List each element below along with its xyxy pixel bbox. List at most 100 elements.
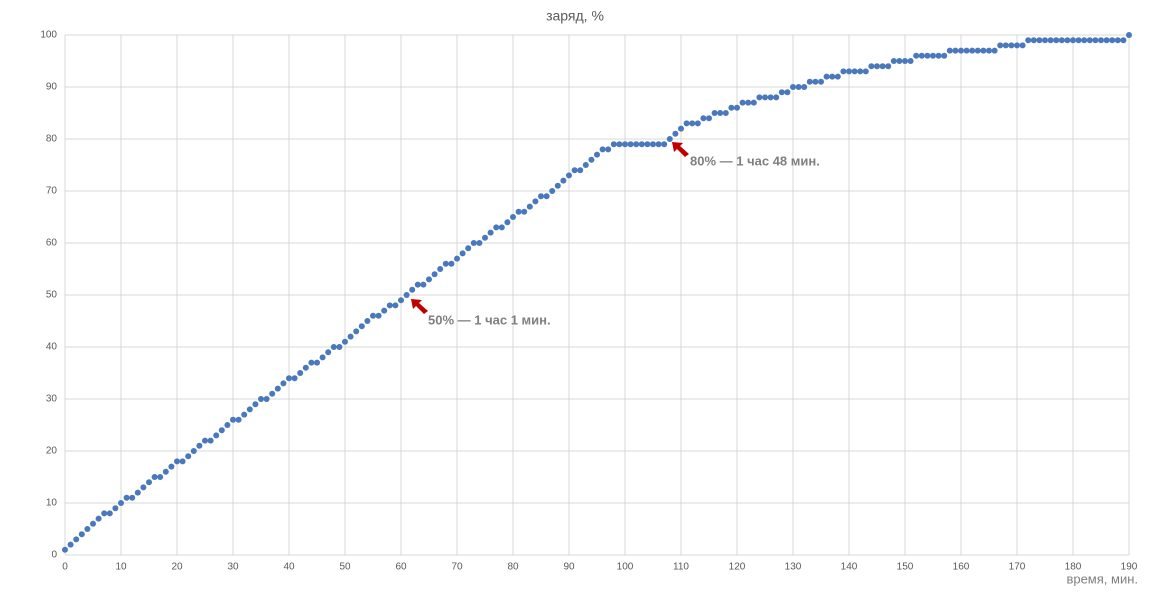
point [67,541,74,548]
y-tick-label: 60 [46,238,58,249]
point [722,110,729,116]
point [426,276,432,283]
point [890,58,897,64]
point [258,396,264,402]
point [711,110,718,116]
y-tick-label: 0 [51,550,57,561]
point [582,162,589,168]
point [549,188,556,194]
point [818,78,824,85]
point [179,458,186,465]
point [526,203,533,210]
arrow [411,299,428,314]
point [762,94,768,101]
point [773,94,780,101]
point [78,531,85,538]
point [123,494,130,501]
point [207,437,214,444]
point [1114,37,1121,44]
point [151,474,158,480]
point [106,510,113,517]
point [599,146,606,153]
point [874,63,880,70]
point [750,99,757,106]
x-tick-label: 90 [563,562,575,573]
point [930,52,936,59]
point [482,234,488,241]
point [689,120,696,127]
point [1075,37,1082,44]
point [566,172,572,179]
y-tick-label: 80 [46,134,58,145]
point [246,406,253,413]
point [1103,37,1110,44]
x-tick-label: 120 [729,562,746,573]
point [974,47,981,54]
x-tick-label: 50 [339,562,351,573]
point [330,344,337,350]
point [73,536,80,543]
point [812,78,819,85]
point [840,68,847,75]
y-tick-label: 40 [46,342,58,353]
point [157,474,164,480]
point [392,302,399,309]
point [134,489,141,496]
point [476,240,483,246]
point [470,240,477,246]
point [252,401,259,408]
point [986,47,992,54]
point [498,224,505,231]
point [577,167,584,174]
point [666,136,673,142]
point [728,104,735,111]
point [381,307,388,314]
y-tick-label: 30 [46,394,58,405]
point [224,422,231,428]
point [801,84,808,90]
point [1036,37,1043,44]
point [1098,37,1104,44]
point [118,500,124,506]
point [431,271,438,278]
point [185,453,192,460]
point [661,141,668,148]
point [196,442,203,449]
point [834,73,841,80]
point [308,359,315,366]
x-tick-label: 0 [62,562,68,573]
point [879,63,886,70]
point [913,52,920,59]
point [1109,37,1116,44]
point [1058,37,1065,44]
point [862,68,869,75]
point [678,125,684,132]
point [745,99,752,106]
x-tick-label: 30 [227,562,239,573]
x-tick-label: 80 [507,562,519,573]
annotation: 50% — 1 час 1 мин. [428,312,551,327]
point [454,255,460,262]
point [1014,42,1020,49]
point [174,458,180,465]
point [846,68,852,75]
point [84,526,91,532]
x-tick-label: 70 [451,562,463,573]
point [610,141,617,148]
point [1025,37,1032,44]
point [694,120,701,127]
point [644,141,651,148]
point [991,47,998,54]
point [616,141,623,148]
point [218,427,225,434]
point [358,323,365,330]
y-tick-label: 70 [46,186,58,197]
x-tick-label: 160 [953,562,970,573]
point [521,208,528,215]
x-axis-title: время, мин. [1066,571,1138,586]
point [868,63,875,70]
point [650,141,656,148]
point [1092,37,1099,44]
point [1081,37,1088,44]
point [319,354,326,361]
